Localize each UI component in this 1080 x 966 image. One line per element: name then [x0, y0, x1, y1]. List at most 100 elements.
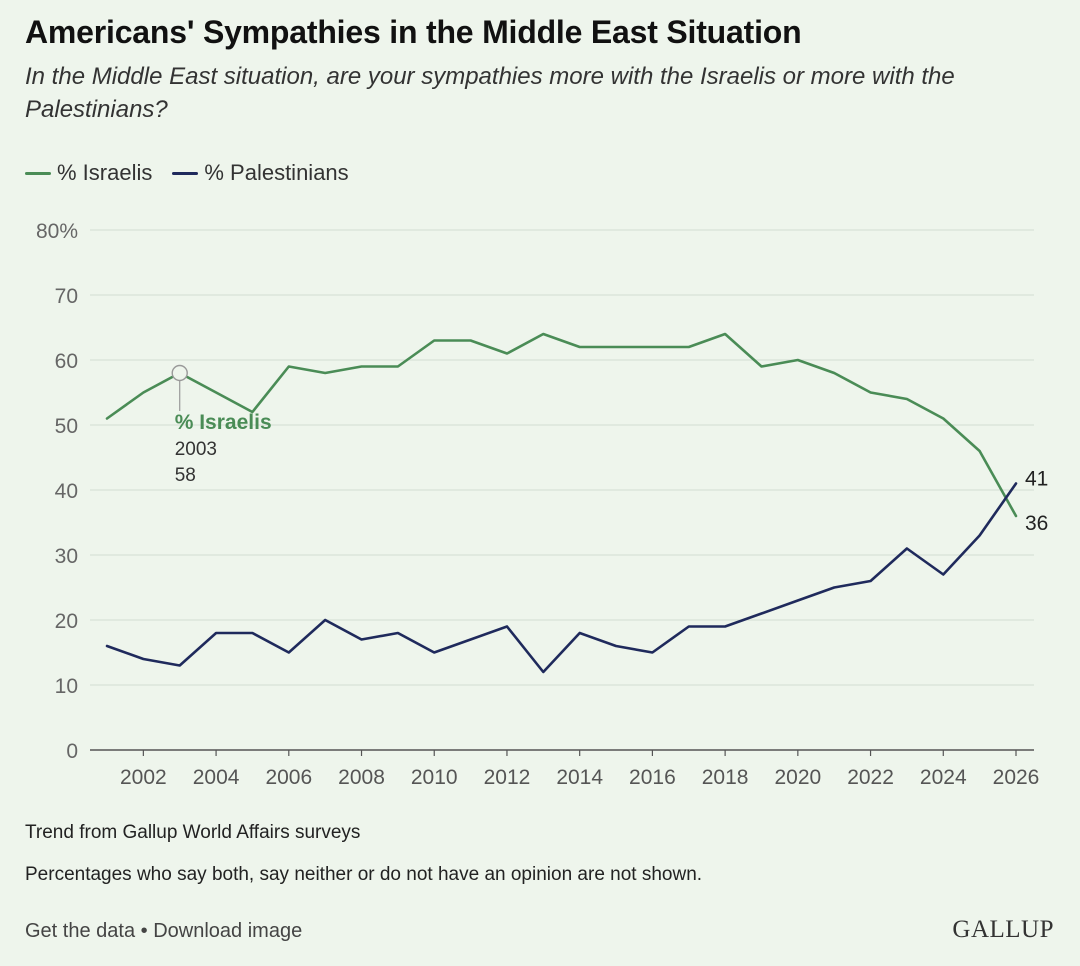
data-point[interactable]	[358, 363, 366, 371]
end-label-israelis: 36	[1025, 512, 1048, 535]
x-tick-label: 2014	[556, 766, 603, 789]
x-tick-label: 2016	[629, 766, 676, 789]
data-point[interactable]	[1012, 480, 1020, 488]
y-tick-label: 80%	[36, 220, 78, 243]
x-tick-label: 2008	[338, 766, 385, 789]
data-point[interactable]	[321, 369, 329, 377]
annotation-year: 2003	[175, 439, 217, 460]
data-point[interactable]	[539, 668, 547, 676]
series-lines	[103, 330, 1020, 676]
legend-item-palestinians[interactable]: % Palestinians	[172, 160, 349, 186]
y-tick-label: 40	[55, 480, 78, 503]
legend: % Israelis % Palestinians	[25, 160, 349, 186]
x-tick-label: 2024	[920, 766, 967, 789]
data-point[interactable]	[685, 623, 693, 631]
data-point[interactable]	[1012, 512, 1020, 520]
data-point[interactable]	[757, 363, 765, 371]
data-point[interactable]	[976, 447, 984, 455]
legend-label-israelis: % Israelis	[57, 160, 153, 185]
y-tick-label: 60	[55, 350, 78, 373]
legend-swatch-israelis	[25, 171, 51, 175]
data-point[interactable]	[430, 649, 438, 657]
y-tick-label: 20	[55, 610, 78, 633]
get-data-link[interactable]: Get the data	[25, 920, 136, 942]
data-point[interactable]	[939, 415, 947, 423]
data-point[interactable]	[212, 389, 220, 397]
data-point[interactable]	[903, 395, 911, 403]
data-point[interactable]	[503, 350, 511, 358]
y-tick-label: 0	[66, 740, 78, 763]
data-point[interactable]	[103, 415, 111, 423]
data-point[interactable]	[721, 330, 729, 338]
data-point[interactable]	[976, 532, 984, 540]
data-point[interactable]	[430, 337, 438, 345]
chart-title: Americans' Sympathies in the Middle East…	[25, 14, 802, 50]
data-point[interactable]	[139, 389, 147, 397]
x-tick-label: 2018	[702, 766, 749, 789]
legend-item-israelis[interactable]: % Israelis	[25, 160, 152, 186]
data-point[interactable]	[648, 649, 656, 657]
data-point[interactable]	[248, 629, 256, 637]
x-tick-label: 2006	[265, 766, 312, 789]
gallup-logo: GALLUP	[952, 916, 1054, 943]
annotation-value: 58	[175, 465, 196, 486]
data-point[interactable]	[139, 655, 147, 663]
x-tick-label: 2022	[847, 766, 894, 789]
data-point[interactable]	[176, 662, 184, 670]
footer-links: Get the data • Download image	[25, 920, 302, 943]
end-labels: 36 41	[1025, 468, 1048, 536]
data-point[interactable]	[612, 642, 620, 650]
data-point[interactable]	[648, 343, 656, 351]
y-tick-label: 30	[55, 545, 78, 568]
y-tick-label: 10	[55, 675, 78, 698]
series-line-palestinians[interactable]	[105, 482, 1018, 674]
data-point[interactable]	[212, 629, 220, 637]
gridlines	[90, 229, 1034, 686]
data-point[interactable]	[503, 623, 511, 631]
data-point[interactable]	[830, 584, 838, 592]
footer-separator: •	[140, 920, 148, 942]
data-point[interactable]	[467, 337, 475, 345]
data-point[interactable]	[939, 571, 947, 579]
data-point[interactable]	[394, 629, 402, 637]
data-point[interactable]	[321, 616, 329, 624]
footnote: Percentages who say both, say neither or…	[25, 864, 703, 885]
data-point[interactable]	[903, 545, 911, 553]
x-tick-label: 2020	[774, 766, 821, 789]
download-image-link[interactable]: Download image	[153, 920, 303, 942]
data-point[interactable]	[103, 642, 111, 650]
data-point[interactable]	[794, 356, 802, 364]
x-tick-label: 2004	[193, 766, 240, 789]
data-point[interactable]	[794, 597, 802, 605]
data-point[interactable]	[721, 623, 729, 631]
data-point[interactable]	[576, 629, 584, 637]
data-point[interactable]	[685, 343, 693, 351]
data-point[interactable]	[285, 649, 293, 657]
data-point[interactable]	[612, 343, 620, 351]
x-tick-label: 2026	[993, 766, 1040, 789]
data-point[interactable]	[576, 343, 584, 351]
data-point[interactable]	[467, 636, 475, 644]
x-tick-label: 2012	[484, 766, 531, 789]
x-axis: 2002 2004 2006 2008 2010 2012 2014 2016 2018 2020…	[90, 749, 1040, 789]
annotation-marker[interactable]	[171, 364, 188, 382]
x-tick-label: 2002	[120, 766, 167, 789]
data-point[interactable]	[539, 330, 547, 338]
legend-swatch-palestinians	[172, 171, 199, 175]
data-point[interactable]	[830, 369, 838, 377]
y-tick-label: 70	[55, 285, 78, 308]
trend-note: Trend from Gallup World Affairs surveys	[25, 822, 361, 843]
end-label-palestinians: 41	[1025, 468, 1048, 491]
data-point[interactable]	[358, 636, 366, 644]
data-point[interactable]	[394, 363, 402, 371]
legend-label-palestinians: % Palestinians	[204, 160, 349, 185]
annotation: % Israelis 2003 58	[171, 364, 272, 486]
annotation-series-label: % Israelis	[175, 411, 272, 434]
y-axis: 0 10 20 30 40 50 60 70 80%	[36, 220, 78, 763]
series-line-israelis[interactable]	[105, 332, 1018, 518]
data-point[interactable]	[867, 577, 875, 585]
data-point[interactable]	[285, 363, 293, 371]
data-point[interactable]	[867, 389, 875, 397]
data-point[interactable]	[757, 610, 765, 618]
